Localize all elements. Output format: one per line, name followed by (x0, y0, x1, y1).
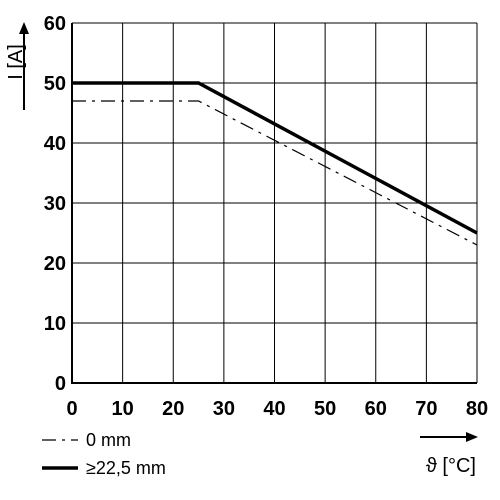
y-tick-label: 30 (44, 193, 66, 215)
y-axis-arrow-head (19, 22, 29, 34)
legend-label-0mm: 0 mm (86, 430, 131, 450)
x-tick-label: 40 (263, 398, 285, 420)
axes (71, 23, 477, 384)
x-axis-title: ϑ [°C] (426, 455, 476, 477)
x-axis-arrow-head (466, 432, 478, 442)
x-tick-label: 20 (162, 398, 184, 420)
y-tick-label: 60 (44, 13, 66, 35)
series-line-1 (72, 81, 478, 235)
x-tick-label: 0 (66, 398, 77, 420)
x-tick-label: 50 (314, 398, 336, 420)
y-tick-label: 40 (44, 133, 66, 155)
y-tick-label: 0 (55, 373, 66, 395)
legend-label-225mm: ≥22,5 mm (86, 458, 166, 478)
x-tick-label: 60 (365, 398, 387, 420)
y-tick-label: 10 (44, 313, 66, 335)
series-line-0 (72, 100, 478, 246)
y-axis-title: I [A] (5, 44, 27, 80)
x-tick-label: 10 (112, 398, 134, 420)
series-lines (72, 81, 478, 246)
x-tick-label: 80 (466, 398, 488, 420)
y-tick-label: 20 (44, 253, 66, 275)
x-tick-label: 70 (415, 398, 437, 420)
x-tick-label: 30 (213, 398, 235, 420)
grid-lines (72, 22, 478, 383)
tick-labels: 0 10 20 30 40 50 60 0 10 20 30 40 50 60 70 80 (44, 13, 488, 420)
legend: 0 mm ≥22,5 mm (42, 430, 166, 478)
y-tick-label: 50 (44, 73, 66, 95)
